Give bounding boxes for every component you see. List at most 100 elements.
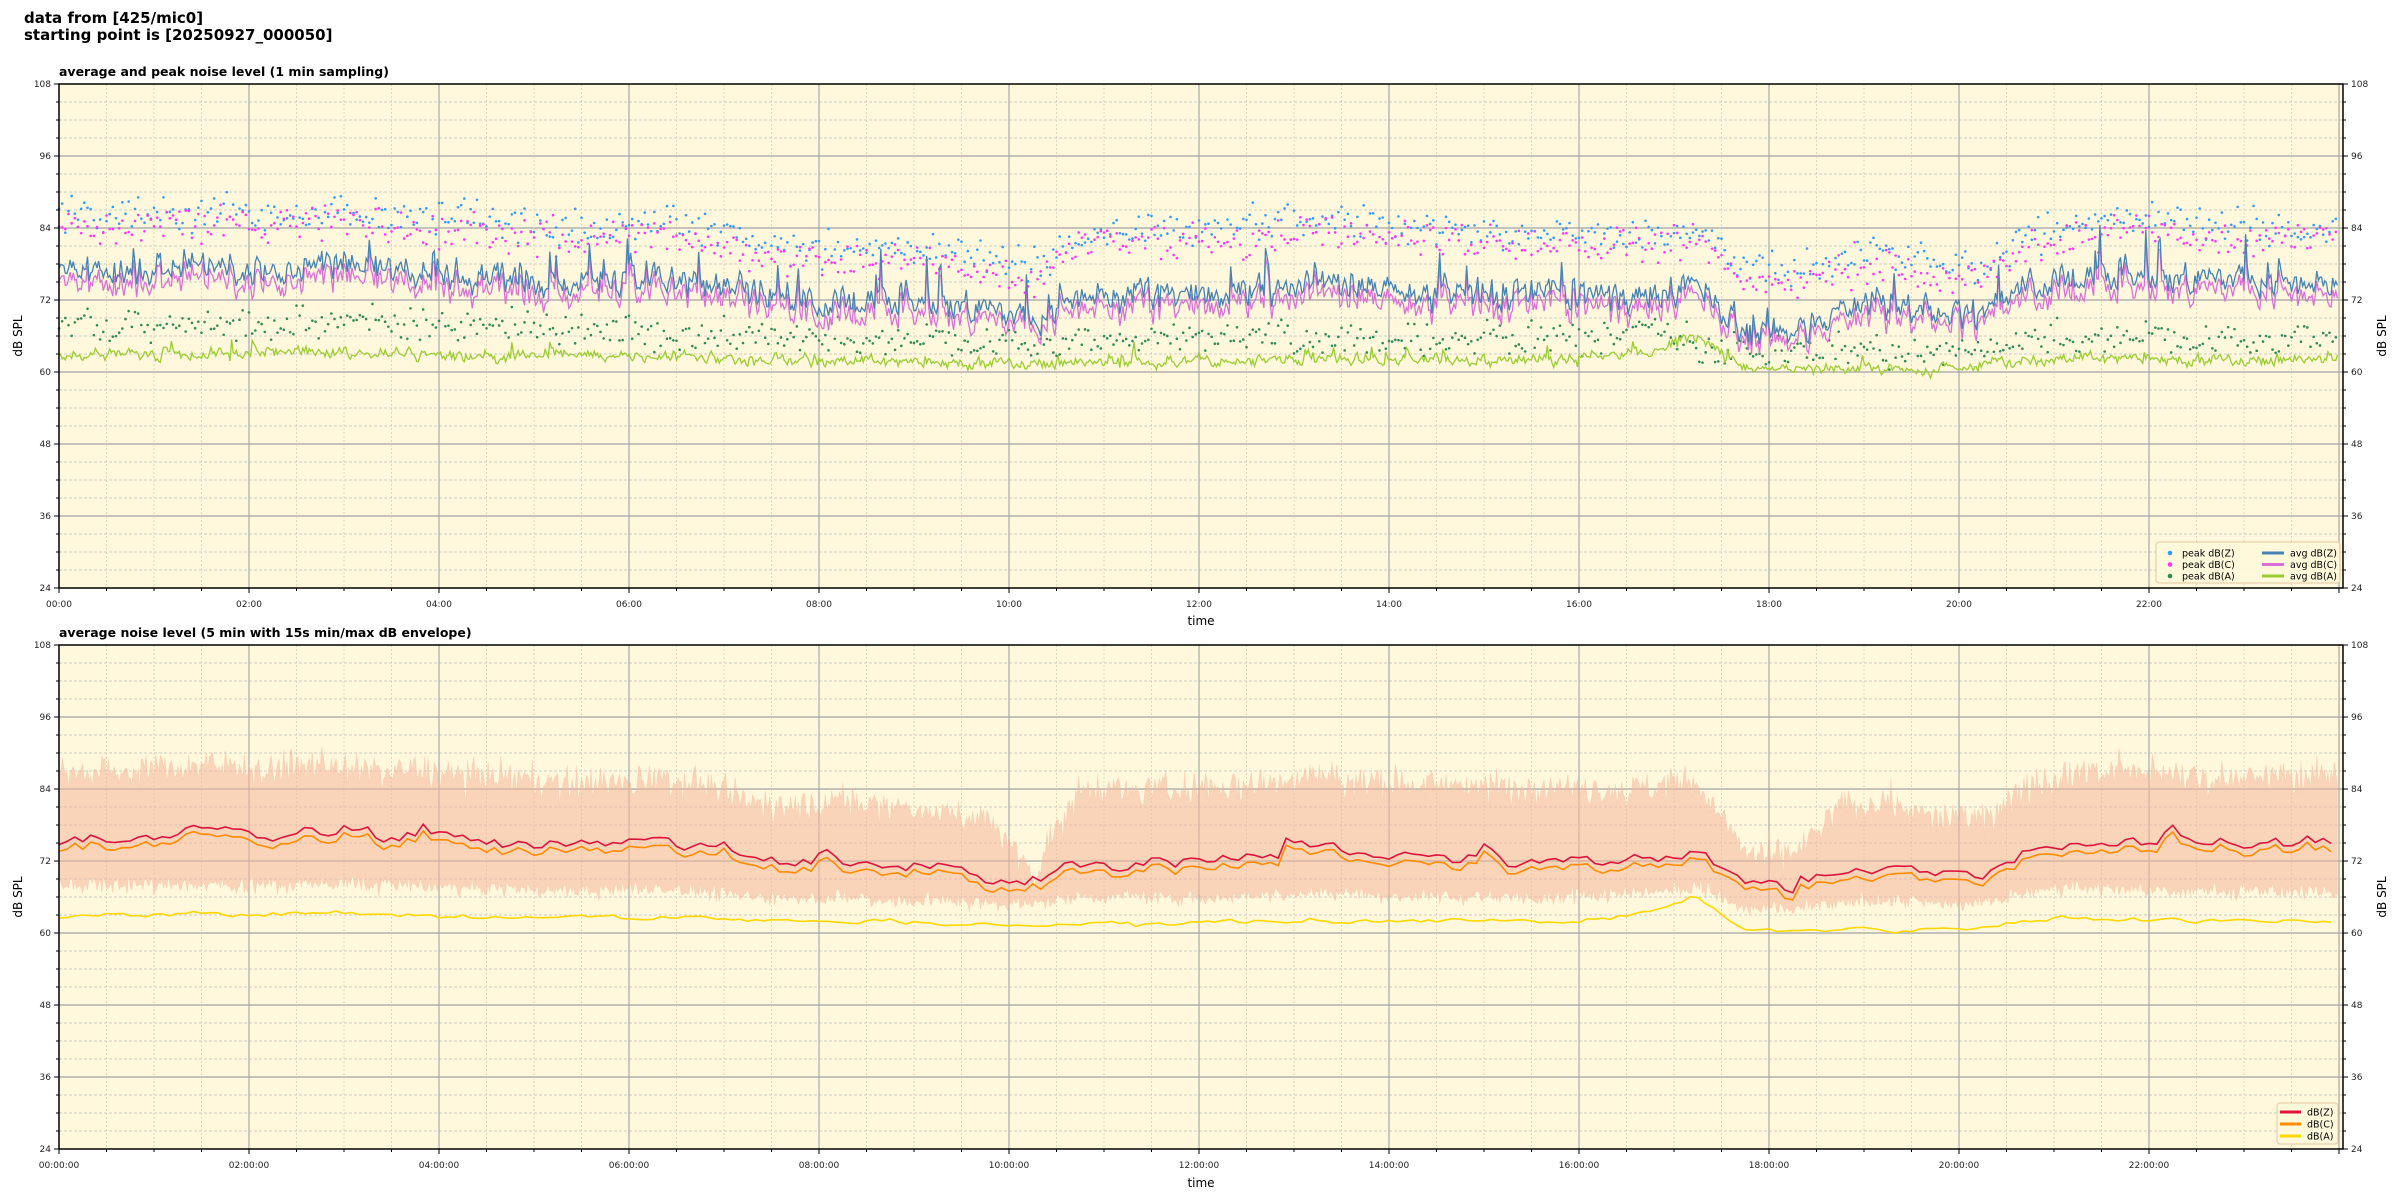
peak-dba-point xyxy=(1191,335,1194,339)
peak-dba-point xyxy=(1957,347,1961,351)
peak-dbc-point xyxy=(979,280,982,284)
peak-dbc-point xyxy=(127,230,130,234)
peak-dbc-point xyxy=(703,245,707,249)
peak-dbc-point xyxy=(235,223,238,226)
peak-dbz-point xyxy=(2166,212,2170,215)
peak-dba-point xyxy=(298,314,301,317)
peak-dbz-point xyxy=(2176,206,2179,209)
peak-dba-point xyxy=(950,354,954,357)
peak-dba-point xyxy=(1007,328,1011,332)
peak-dba-point xyxy=(1419,348,1422,352)
peak-dba-point xyxy=(1948,349,1951,353)
peak-dba-point xyxy=(1340,326,1343,330)
peak-dbc-point xyxy=(497,224,501,227)
peak-dbc-point xyxy=(64,227,67,231)
peak-dbz-point xyxy=(1941,262,1945,266)
peak-dba-point xyxy=(1786,360,1790,364)
peak-dbz-point xyxy=(2299,238,2303,241)
peak-dbc-point xyxy=(2334,230,2338,234)
peak-dba-point xyxy=(1017,347,1020,350)
peak-dbc-point xyxy=(874,262,878,265)
peak-dbc-point xyxy=(402,237,406,240)
peak-dba-point xyxy=(1685,320,1688,324)
peak-dbz-point xyxy=(820,268,824,271)
peak-dbz-point xyxy=(193,218,197,222)
peak-dbc-point xyxy=(1916,285,1920,288)
peak-dbz-point xyxy=(1552,236,1555,240)
peak-dba-point xyxy=(415,324,419,327)
peak-dba-point xyxy=(2090,340,2094,343)
peak-dbc-point xyxy=(1248,253,1251,257)
peak-dbz-point xyxy=(1124,233,1128,236)
peak-dba-point xyxy=(991,350,995,353)
peak-dbz-point xyxy=(2049,237,2053,241)
peak-dbz-point xyxy=(523,207,526,210)
peak-dbc-point xyxy=(865,248,868,252)
peak-dbc-point xyxy=(1321,243,1324,247)
peak-dbc-point xyxy=(2302,227,2306,231)
peak-dbc-point xyxy=(966,273,970,277)
peak-dbz-point xyxy=(2249,226,2252,229)
peak-dbz-point xyxy=(2280,225,2284,229)
peak-dba-point xyxy=(1609,333,1612,336)
peak-dbc-point xyxy=(1435,245,1438,248)
peak-dbc-point xyxy=(86,224,89,228)
peak-dbz-point xyxy=(2258,238,2262,241)
peak-dbz-point xyxy=(1910,263,1913,267)
peak-dbc-point xyxy=(387,240,390,244)
peak-dba-point xyxy=(1432,336,1435,340)
peak-dbz-point xyxy=(1850,261,1853,265)
peak-dbz-point xyxy=(1527,237,1530,240)
peak-dbc-point xyxy=(1729,262,1733,265)
peak-dbz-point xyxy=(855,238,859,241)
top-y-tick-label: 48 xyxy=(40,440,52,450)
peak-dba-point xyxy=(694,346,697,350)
peak-dbc-point xyxy=(713,251,716,255)
peak-dbc-point xyxy=(298,235,301,239)
peak-dba-point xyxy=(2052,338,2056,342)
peak-dbz-point xyxy=(1451,226,1454,230)
peak-dbc-point xyxy=(83,220,86,223)
peak-dba-point xyxy=(1789,349,1793,353)
peak-dbz-point xyxy=(399,225,403,229)
peak-dbc-point xyxy=(447,230,450,233)
peak-dbz-point xyxy=(2233,225,2236,228)
peak-dbc-point xyxy=(2014,259,2018,263)
bottom-x-tick-label: 00:00:00 xyxy=(39,1161,80,1171)
peak-dba-point xyxy=(285,317,289,321)
peak-dbz-point xyxy=(1337,210,1340,214)
peak-dbz-point xyxy=(1077,243,1080,246)
peak-dbz-point xyxy=(1112,221,1115,225)
peak-dbz-point xyxy=(1986,265,1989,268)
peak-dbc-point xyxy=(836,270,840,274)
peak-dba-point xyxy=(2236,344,2239,347)
peak-dbz-point xyxy=(710,224,713,228)
peak-dbc-point xyxy=(1166,249,1169,252)
peak-dba-point xyxy=(843,342,846,346)
peak-dbc-point xyxy=(1245,255,1248,259)
peak-dbc-point xyxy=(972,265,976,268)
peak-dba-point xyxy=(1390,340,1394,343)
peak-dbc-point xyxy=(510,227,514,230)
peak-dbz-point xyxy=(1438,231,1441,235)
peak-dbc-point xyxy=(1128,251,1131,254)
peak-dba-point xyxy=(871,342,875,345)
legend-label: dB(Z) xyxy=(2307,1108,2333,1119)
peak-dbc-point xyxy=(1413,242,1416,245)
peak-dba-point xyxy=(209,327,213,331)
peak-dbc-point xyxy=(1112,240,1115,243)
peak-dba-point xyxy=(1751,355,1755,358)
peak-dbc-point xyxy=(2271,239,2274,243)
peak-dba-point xyxy=(2195,346,2198,350)
peak-dbc-point xyxy=(1717,255,1720,259)
peak-dbc-point xyxy=(1713,249,1717,252)
peak-dbz-point xyxy=(225,190,229,194)
peak-dbc-point xyxy=(1660,231,1663,235)
peak-dba-point xyxy=(827,349,830,352)
peak-dbz-point xyxy=(2217,227,2220,230)
peak-dba-point xyxy=(1232,339,1236,342)
peak-dba-point xyxy=(304,328,308,332)
peak-dbc-point xyxy=(1010,280,1014,284)
peak-dba-point xyxy=(1960,339,1964,342)
peak-dbz-point xyxy=(317,216,320,220)
